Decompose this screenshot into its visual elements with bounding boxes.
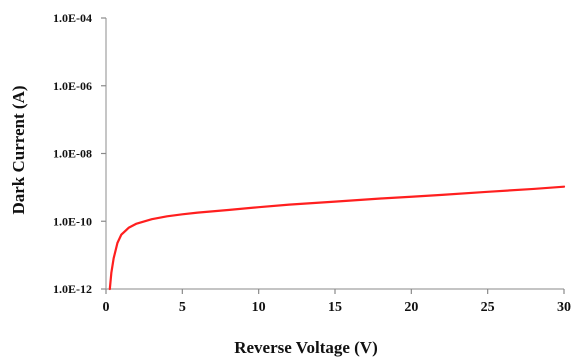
y-tick-label: 1.0E-12	[53, 282, 92, 296]
y-tick-label: 1.0E-06	[53, 79, 92, 93]
x-tick-label: 10	[252, 300, 266, 315]
y-tick-label: 1.0E-10	[53, 214, 92, 228]
series-line-0	[108, 185, 566, 291]
y-tick-label: 1.0E-08	[53, 147, 92, 161]
y-tick-label: 1.0E-04	[53, 11, 92, 25]
x-tick-label: 20	[404, 300, 418, 315]
series-layer	[108, 185, 566, 291]
x-tick-label: 0	[103, 300, 110, 315]
y-axis-title: Dark Current (A)	[9, 85, 28, 214]
x-tick-label: 25	[481, 300, 495, 315]
x-axis-title: Reverse Voltage (V)	[234, 338, 378, 357]
x-axis: 0 5 10 15 20 25 30	[103, 288, 571, 315]
x-tick-label: 15	[328, 300, 342, 315]
x-tick-label: 5	[179, 300, 186, 315]
x-tick-label: 30	[557, 300, 571, 315]
y-axis: 1.0E-12 1.0E-10 1.0E-08 1.0E-06 1.0E-04	[53, 11, 107, 296]
